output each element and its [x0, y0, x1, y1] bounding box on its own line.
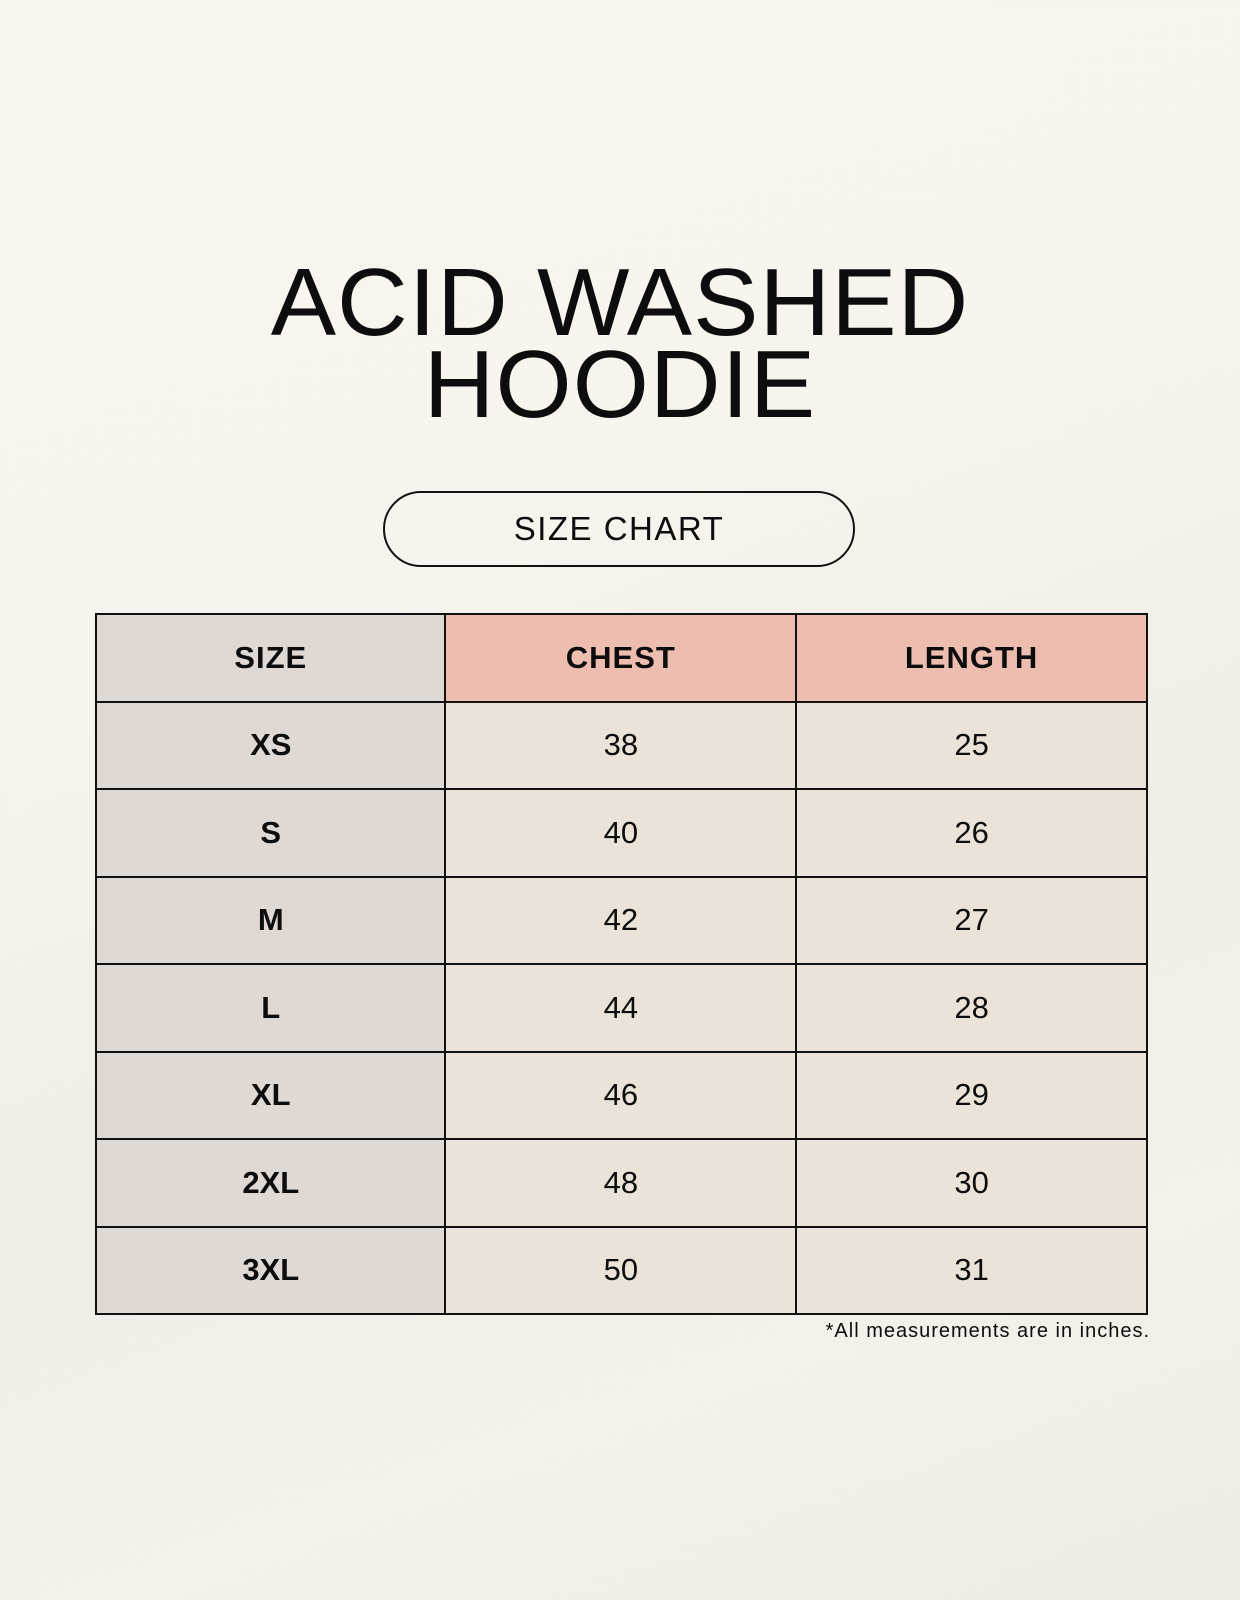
table-row: XS 38 25	[94, 700, 1148, 790]
table-row: S 40 26	[94, 788, 1148, 878]
header-chest: CHEST	[444, 613, 798, 703]
cell-length: 29	[795, 1050, 1148, 1140]
table-row: L 44 28	[94, 963, 1148, 1053]
cell-chest: 50	[444, 1225, 798, 1315]
cell-chest: 48	[444, 1138, 798, 1228]
size-table: SIZE CHEST LENGTH XS 38 25 S 40 26 M 42 27 L 44 28 X…	[94, 613, 1148, 1315]
table-header-row: SIZE CHEST LENGTH	[94, 613, 1148, 703]
cell-length: 26	[795, 788, 1148, 878]
title-line-1: ACID WASHED	[270, 249, 970, 356]
header-length: LENGTH	[795, 613, 1148, 703]
cell-length: 31	[795, 1225, 1148, 1315]
table-row: 3XL 50 31	[94, 1225, 1148, 1315]
table-row: 2XL 48 30	[94, 1138, 1148, 1228]
header-size: SIZE	[94, 613, 447, 703]
cell-size: XL	[94, 1050, 447, 1140]
table-row: M 42 27	[94, 875, 1148, 965]
table-row: XL 46 29	[94, 1050, 1148, 1140]
cell-size: XS	[94, 700, 447, 790]
footnote: *All measurements are in inches.	[825, 1320, 1150, 1342]
cell-size: 2XL	[94, 1138, 447, 1228]
cell-length: 25	[795, 700, 1148, 790]
cell-chest: 42	[444, 875, 798, 965]
cell-chest: 38	[444, 700, 798, 790]
cell-length: 28	[795, 963, 1148, 1053]
cell-size: 3XL	[94, 1225, 447, 1315]
cell-length: 30	[795, 1138, 1148, 1228]
cell-chest: 44	[444, 963, 798, 1053]
title-line-2: HOODIE	[423, 331, 817, 438]
page-title: ACID WASHED HOODIE	[0, 249, 1240, 438]
size-chart-badge: SIZE CHART	[383, 491, 855, 567]
cell-size: S	[94, 788, 447, 878]
cell-length: 27	[795, 875, 1148, 965]
cell-chest: 40	[444, 788, 798, 878]
cell-size: L	[94, 963, 447, 1053]
cell-size: M	[94, 875, 447, 965]
cell-chest: 46	[444, 1050, 798, 1140]
